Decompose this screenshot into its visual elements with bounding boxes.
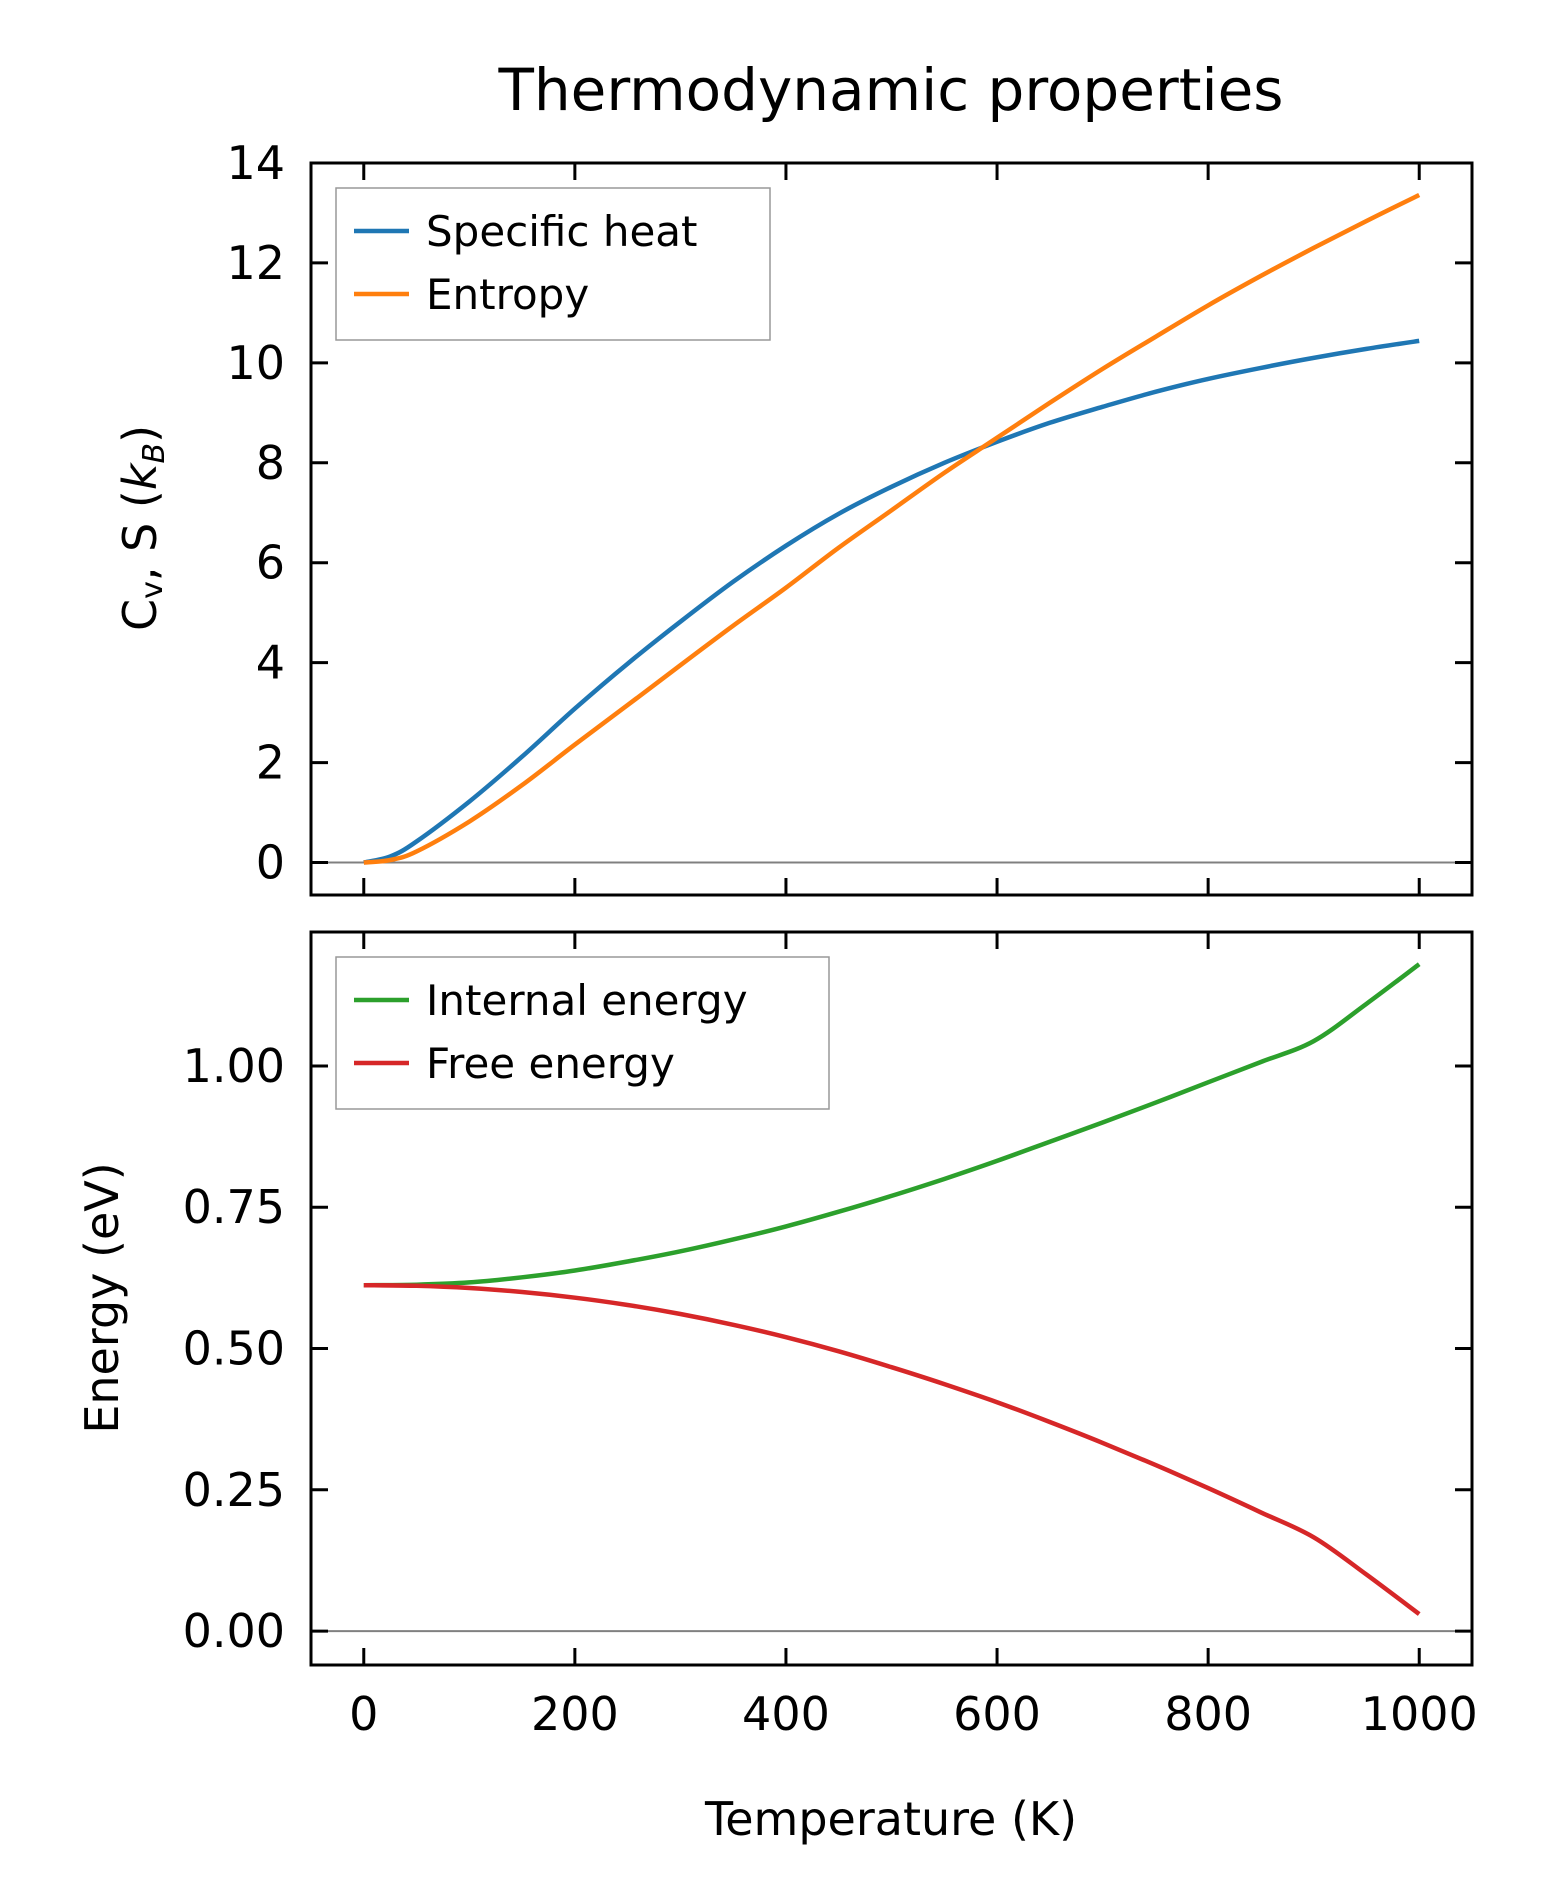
y-tick-label: 0.75 [183, 1180, 285, 1234]
series-line-specific-heat [363, 338, 1420, 865]
series-line-entropy [363, 192, 1421, 865]
series-line-internal-energy [363, 962, 1421, 1288]
series-line-free-energy [363, 1282, 1421, 1616]
y-tick-label: 12 [226, 236, 285, 290]
y-axis-label-cv-s: Cv, S (kB) [113, 425, 172, 631]
axes-frame [309, 930, 1474, 1667]
chart-title: Thermodynamic properties [497, 56, 1283, 124]
x-axis-label: Temperature (K) [704, 1792, 1077, 1846]
ylabel-sub-b: B [137, 443, 172, 464]
y-axis-label-energy: Energy (eV) [75, 1162, 129, 1433]
bottom-panel: 0 200 400 600 800 1000 0.00 0.25 0.50 0.75 1.00 Int… [183, 930, 1478, 1741]
ylabel-sub-v: v [135, 581, 170, 599]
y-tick-label: 4 [256, 636, 285, 690]
y-tick-label: 14 [226, 136, 285, 190]
x-tick-label: 1000 [1361, 1687, 1478, 1741]
y-tick-label: 2 [256, 736, 285, 790]
legend-label: Free energy [426, 1039, 675, 1088]
axes-frame [309, 161, 1474, 897]
legend-box [335, 956, 830, 1110]
x-tick-label: 200 [531, 1687, 619, 1741]
x-tick-label: 400 [742, 1687, 830, 1741]
legend-label: Specific heat [426, 207, 697, 256]
ylabel-rest: , S ( [113, 490, 167, 581]
y-tick-label: 0.50 [183, 1322, 285, 1376]
y-tick-label: 0.25 [183, 1463, 285, 1517]
legend-label: Entropy [426, 270, 589, 319]
ylabel-k: k [113, 461, 167, 490]
legend-box [335, 187, 771, 341]
y-tick-label: 1.00 [183, 1039, 285, 1093]
y-tick-label: 6 [256, 536, 285, 590]
legend: Internal energy Free energy [335, 956, 830, 1110]
x-tick-label: 600 [953, 1687, 1041, 1741]
y-tick-label: 8 [256, 436, 285, 490]
legend: Specific heat Entropy [335, 187, 771, 341]
top-panel: 0 2 4 6 8 10 12 14 Specific heat Entropy [226, 136, 1474, 897]
legend-label: Internal energy [426, 976, 748, 1025]
y-tick-label: 10 [226, 336, 285, 390]
x-tick-label: 800 [1164, 1687, 1252, 1741]
y-tick-label: 0.00 [183, 1604, 285, 1658]
ylabel-close: ) [113, 425, 167, 443]
x-tick-label: 0 [349, 1687, 378, 1741]
ylabel-c: C [113, 599, 167, 631]
y-tick-label: 0 [256, 836, 285, 890]
